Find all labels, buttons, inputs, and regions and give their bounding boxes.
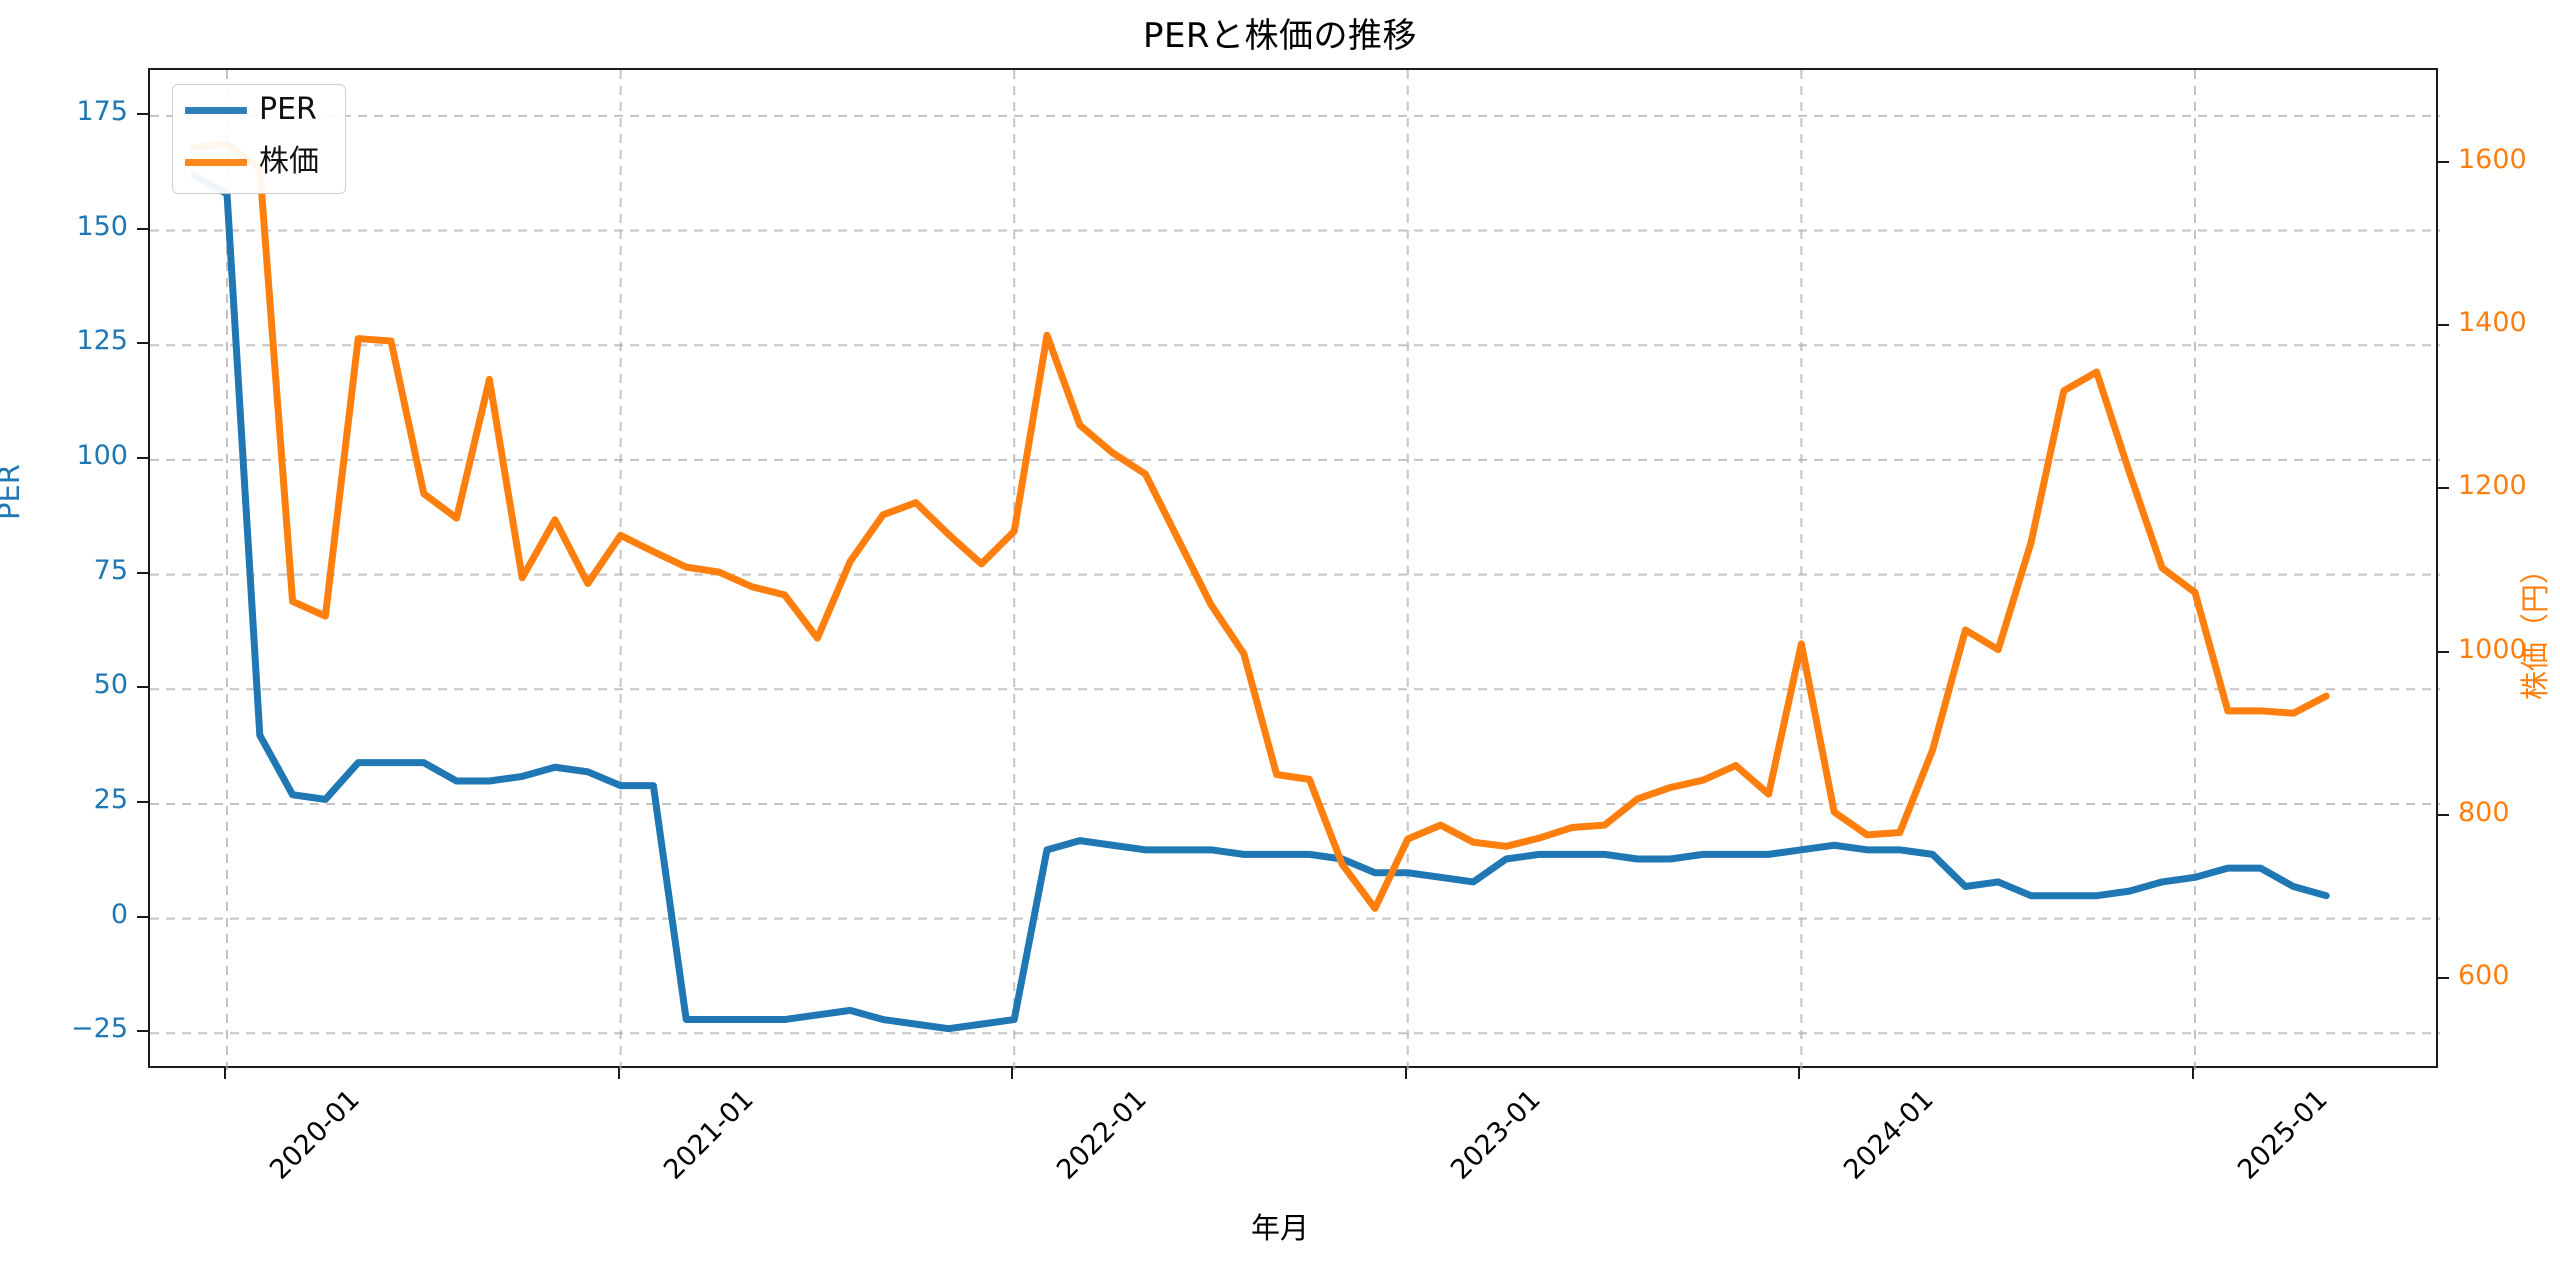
y-axis-left-label: PER [0, 464, 26, 520]
y-tick-mark-right [2438, 487, 2449, 490]
y-tick-mark-left [137, 227, 148, 230]
y-tick-label-right: 800 [2458, 796, 2510, 828]
y-tick-mark-right [2438, 650, 2449, 653]
y-tick-label-left: 150 [76, 210, 128, 242]
legend-label-kabuka: 株価 [259, 144, 319, 179]
y-tick-label-left: −25 [71, 1013, 128, 1045]
x-tick-mark [617, 1068, 620, 1079]
y-tick-mark-left [137, 686, 148, 689]
x-axis-label: 年月 [1250, 1211, 1309, 1245]
x-tick-mark [1011, 1068, 1014, 1079]
legend-swatch-kabuka [185, 159, 247, 166]
y-tick-label-left: 175 [76, 95, 128, 127]
y-tick-mark-left [137, 915, 148, 918]
legend-label-per: PER [259, 92, 317, 127]
x-tick-mark [2192, 1068, 2194, 1079]
x-tick-mark [1404, 1068, 1407, 1079]
y-tick-label-right: 1600 [2458, 143, 2527, 175]
y-tick-mark-left [137, 112, 148, 115]
plot-area: PER 株価 [148, 68, 2440, 1070]
x-tick-label: 2025-01 [2232, 1084, 2334, 1186]
y-tick-mark-right [2438, 813, 2449, 816]
x-tick-mark [1798, 1068, 1801, 1079]
chart-legend: PER 株価 [172, 84, 346, 194]
y-tick-mark-left [137, 800, 148, 803]
y-tick-mark-right [2438, 324, 2449, 327]
y-tick-label-left: 100 [76, 439, 128, 471]
y-tick-mark-left [137, 571, 148, 574]
y-tick-mark-left [137, 1030, 148, 1033]
y-tick-label-left: 25 [93, 783, 128, 815]
legend-swatch-per [185, 107, 247, 114]
y-tick-label-left: 125 [76, 325, 128, 357]
y-tick-label-right: 1400 [2458, 307, 2527, 339]
x-tick-label: 2022-01 [1051, 1084, 1153, 1186]
y-tick-label-left: 0 [110, 898, 128, 930]
x-tick-label: 2021-01 [657, 1084, 760, 1186]
series-line-株価 [190, 140, 2330, 912]
x-tick-label: 2023-01 [1444, 1084, 1547, 1186]
series-line-PER [190, 172, 2330, 1033]
chart-title: PERと株価の推移 [1142, 16, 1418, 56]
data-series-lines [190, 140, 2330, 1033]
y-tick-label-right: 1200 [2458, 470, 2527, 502]
y-tick-mark-right [2438, 977, 2449, 980]
y-tick-mark-right [2438, 160, 2449, 163]
y-tick-label-left: 50 [93, 669, 128, 701]
y-axis-right-label: 株価（円） [2518, 554, 2552, 700]
y-tick-label-right: 1000 [2458, 633, 2527, 665]
grid-lines [150, 70, 2440, 1070]
x-tick-label: 2024-01 [1838, 1084, 1941, 1186]
x-tick-label: 2020-01 [264, 1084, 366, 1186]
y-tick-label-right: 600 [2458, 960, 2510, 992]
y-tick-mark-left [137, 342, 148, 345]
x-tick-mark [224, 1068, 226, 1079]
y-tick-mark-left [137, 456, 148, 459]
y-tick-label-left: 75 [93, 554, 128, 586]
